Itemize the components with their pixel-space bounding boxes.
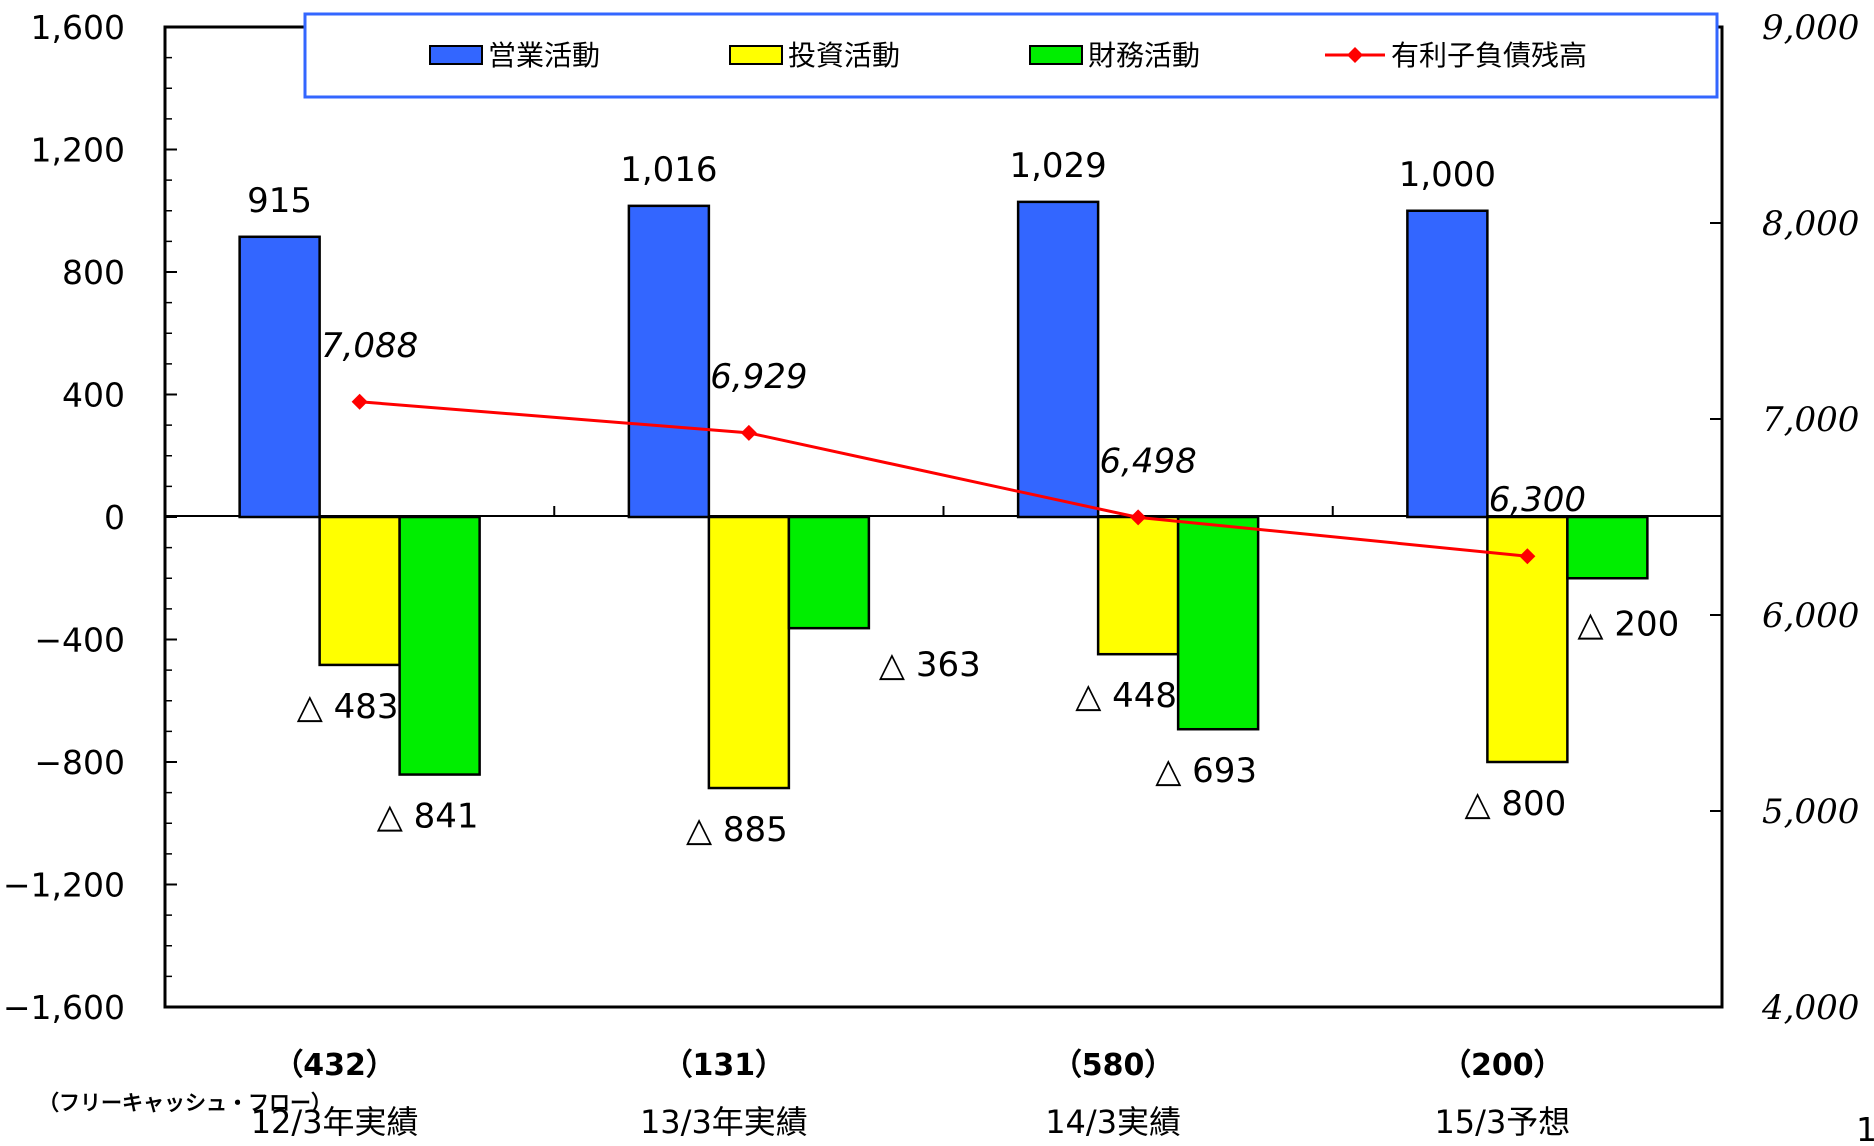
legend-label: 財務活動: [1088, 39, 1200, 72]
bar-operating: [627, 204, 711, 519]
legend-label: 投資活動: [788, 39, 900, 72]
free-cash-flow-value: （200）: [1441, 1048, 1564, 1083]
debt-value-label: 7,088: [321, 326, 418, 366]
left-tick-label: 800: [62, 253, 125, 292]
debt-point: [1519, 548, 1536, 565]
free-cash-flow-value: （131）: [663, 1048, 786, 1083]
right-tick-label: 5,000: [1762, 792, 1859, 832]
bar-financing: [1566, 515, 1649, 580]
debt-point: [740, 424, 757, 441]
free-cash-flow-caption: （フリーキャッシュ・フロー）: [38, 1091, 332, 1115]
left-tick-label: 0: [104, 498, 125, 537]
left-tick-label: −1,200: [3, 866, 125, 905]
legend-label: 有利子負債残高: [1391, 39, 1587, 72]
bar-financing: [398, 515, 481, 776]
right-tick-label: 6,000: [1762, 596, 1859, 636]
free-cash-flow-value: （580）: [1052, 1048, 1175, 1083]
left-tick-label: −400: [34, 621, 125, 660]
left-tick-label: 1,600: [31, 8, 125, 47]
bar-investing: [1096, 515, 1180, 656]
debt-value-label: 6,929: [710, 357, 807, 397]
right-tick-label: 4,000: [1761, 988, 1859, 1028]
legend-box: [303, 12, 1719, 99]
legend-swatch: [1029, 45, 1083, 65]
bar-value-label: 1,016: [620, 150, 717, 190]
bar-value-label: △ 483: [297, 687, 399, 727]
debt-line: [359, 400, 1528, 558]
bar-investing: [707, 515, 791, 790]
bar-investing: [318, 515, 401, 667]
bar-value-label: △ 693: [1155, 751, 1257, 791]
legend-swatch: [729, 45, 783, 65]
legend-marker: [1347, 47, 1363, 63]
category-label: 12/3年実績: [251, 1103, 419, 1141]
bar-financing: [1176, 515, 1260, 731]
bar-value-label: △ 448: [1075, 676, 1177, 716]
bar-operating: [1016, 200, 1100, 519]
debt-point: [1130, 509, 1147, 526]
bar-value-label: △ 800: [1464, 784, 1566, 824]
legend-swatch: [429, 45, 483, 65]
legend-label: 営業活動: [488, 39, 600, 72]
bar-value-label: △ 841: [377, 797, 479, 837]
debt-value-label: 6,300: [1489, 480, 1586, 520]
page-number: 1(: [1856, 1110, 1874, 1146]
bar-value-label: △ 363: [879, 645, 981, 685]
bar-financing: [787, 515, 871, 630]
right-tick-label: 7,000: [1762, 400, 1859, 440]
free-cash-flow-value: （432）: [273, 1048, 396, 1083]
left-tick-label: 400: [62, 376, 125, 415]
bar-value-label: △ 200: [1577, 604, 1679, 644]
bar-operating: [238, 235, 321, 519]
bar-value-label: 1,029: [1009, 146, 1106, 186]
bar-value-label: 1,000: [1399, 155, 1496, 195]
left-tick-label: 1,200: [31, 131, 125, 170]
left-tick-label: −800: [34, 743, 125, 782]
category-label: 14/3実績: [1045, 1103, 1181, 1141]
debt-value-label: 6,498: [1099, 441, 1196, 481]
left-tick-label: −1,600: [3, 988, 125, 1027]
bar-operating: [1406, 209, 1489, 519]
right-tick-label: 9,000: [1762, 8, 1859, 48]
category-label: 13/3年実績: [640, 1103, 808, 1141]
bar-value-label: △ 885: [686, 810, 788, 850]
category-label: 15/3予想: [1434, 1103, 1570, 1141]
bar-value-label: 915: [247, 181, 312, 221]
debt-point: [351, 393, 368, 410]
right-tick-label: 8,000: [1762, 204, 1859, 244]
